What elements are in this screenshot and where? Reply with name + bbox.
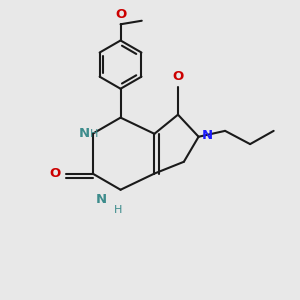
Text: N: N <box>202 129 213 142</box>
Text: O: O <box>172 70 184 83</box>
Text: H: H <box>113 205 122 215</box>
Text: O: O <box>115 8 126 21</box>
Text: O: O <box>50 167 61 180</box>
Text: N: N <box>96 193 107 206</box>
Text: H: H <box>90 129 98 139</box>
Text: N: N <box>79 127 90 140</box>
